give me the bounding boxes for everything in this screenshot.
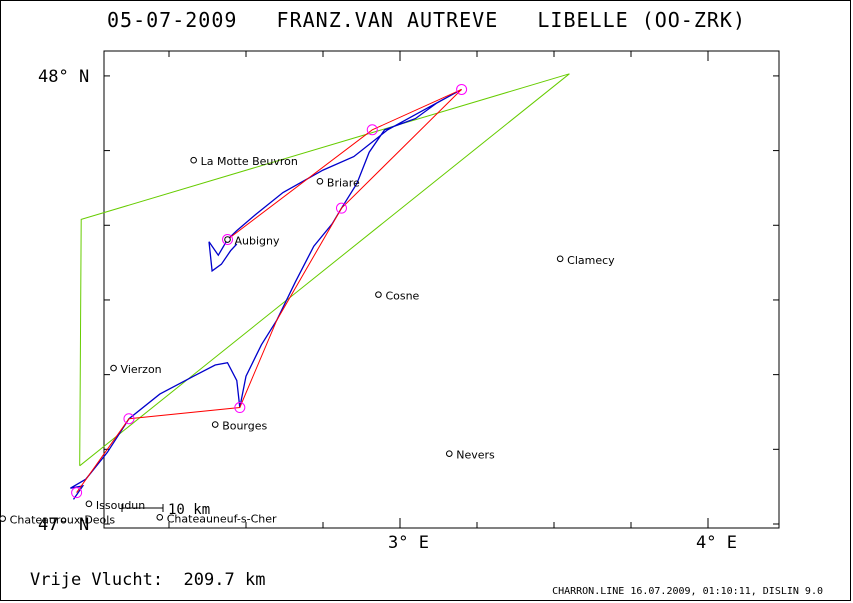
free-flight-distance: Vrije Vlucht: 209.7 km	[30, 570, 265, 590]
town-dot	[85, 500, 93, 508]
turnpoint-circle	[335, 202, 347, 214]
glider-name: LIBELLE (OO-ZRK)	[537, 8, 747, 32]
latitude-label: 47° N	[38, 515, 89, 535]
town-label: Clamecy	[567, 254, 615, 267]
turnpoint-circle	[123, 413, 135, 425]
town-dot	[445, 450, 453, 457]
axis-ticks	[104, 51, 779, 528]
town-label: Cosne	[385, 290, 419, 303]
town-label: La Motte Beuvron	[201, 155, 298, 168]
town-dot	[0, 515, 6, 522]
town-label: Briare	[327, 176, 360, 189]
plot-area	[103, 50, 780, 529]
town-markers: La Motte Beuvron Briare Aubigny Clamecy Cosn…	[0, 155, 615, 527]
turnpoint-circle	[71, 487, 83, 499]
town-dot	[316, 177, 324, 185]
turnpoints	[71, 83, 468, 499]
scale-bar-label: 10 km	[168, 502, 210, 518]
task-polygon	[79, 73, 570, 467]
task-line	[79, 73, 570, 467]
turnpoint-circle	[366, 124, 378, 136]
town-dot	[556, 255, 564, 263]
latitude-label: 48° N	[38, 67, 89, 87]
turnpoint-circle	[456, 83, 468, 95]
route-line	[76, 88, 462, 493]
town-dot	[190, 156, 197, 164]
turnpoint-circle	[234, 402, 246, 414]
turnpoint-circle	[222, 234, 234, 246]
town-label: Chateauroux-Deols	[10, 514, 116, 527]
flight-title: 05-07-2009 FRANZ.VAN AUTREVE LIBELLE (OO…	[0, 8, 853, 32]
town-label: Bourges	[222, 420, 267, 433]
town-dot	[375, 291, 382, 298]
axis-labels: 48° N 47° N 3° E 4° E	[38, 67, 737, 553]
town-label: Aubigny	[235, 235, 280, 248]
flight-date: 05-07-2009	[106, 8, 238, 32]
pilot-name: FRANZ.VAN AUTREVE	[276, 8, 499, 32]
town-label: Issoudun	[96, 499, 145, 512]
distance-label: Vrije Vlucht:	[30, 570, 164, 590]
town-dot	[156, 513, 164, 521]
town-dot	[224, 236, 231, 243]
distance-value: 209.7 km	[183, 570, 266, 590]
longitude-label: 4° E	[696, 533, 737, 553]
town-label: Nevers	[456, 449, 495, 462]
town-label: Vierzon	[121, 363, 162, 376]
scale-bar: 10 km	[121, 502, 210, 518]
optimized-route	[76, 88, 462, 493]
footer-info: CHARRON.LINE 16.07.2009, 01:10:11, DISLI…	[552, 586, 823, 597]
town-dot	[110, 364, 117, 372]
town-dot	[211, 421, 219, 428]
longitude-label: 3° E	[388, 533, 429, 553]
town-label: Chateauneuf-s-Cher	[167, 512, 277, 525]
